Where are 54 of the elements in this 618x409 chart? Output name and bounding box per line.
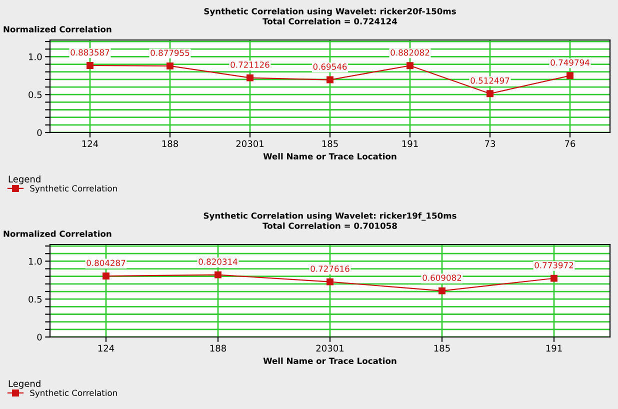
point [166, 62, 174, 70]
point [86, 62, 94, 69]
chart-title: Synthetic Correlation using Wavelet: ricker20f-150ms [204, 8, 456, 16]
y-tick-label: 1.0 [28, 53, 42, 60]
y-tick-label: 1.0 [28, 258, 42, 265]
point [246, 74, 254, 82]
legend-label: Synthetic Correlation [30, 185, 117, 194]
data-label: 0.512497 [470, 77, 510, 84]
x-tick-label: 76 [564, 140, 576, 148]
y-axis-title: Normalized Correlation [4, 230, 112, 237]
point [486, 90, 494, 98]
x-tick-label: 20301 [316, 344, 344, 352]
x-axis-title: Well Name or Trace Location [263, 358, 396, 364]
legend-label: Synthetic Correlation [30, 390, 117, 398]
data-label: 0.749794 [550, 59, 590, 66]
y-axis-title: Normalized Correlation [4, 26, 112, 32]
data-label: 0.727616 [310, 266, 350, 272]
legend-title: Legend [8, 176, 40, 184]
point [566, 72, 574, 80]
point [406, 62, 414, 70]
x-tick-label: 185 [434, 344, 450, 352]
data-label: 0.820314 [198, 258, 238, 265]
x-tick-label: 185 [322, 140, 338, 148]
x-tick-label: 20301 [236, 140, 264, 148]
chart-title: Synthetic Correlation using Wavelet: ricker19f_150ms [204, 212, 456, 221]
data-label: 0.69546 [313, 64, 347, 70]
point [438, 287, 446, 294]
chart-subtitle: Total Correlation = 0.701058 [262, 222, 397, 229]
y-tick-label: 0.5 [28, 91, 42, 98]
y-tick-label: 0.5 [28, 296, 42, 303]
data-label: 0.877955 [150, 50, 190, 56]
point [102, 272, 110, 280]
x-axis-title: Well Name or Trace Location [263, 153, 396, 160]
data-label: 0.883587 [70, 49, 110, 56]
y-tick-label: 0 [37, 129, 42, 136]
data-label: 0.882082 [390, 49, 430, 56]
data-label: 0.804287 [86, 260, 126, 266]
data-label: 0.609082 [422, 274, 462, 281]
x-tick-label: 188 [210, 344, 226, 352]
x-tick-label: 191 [546, 344, 562, 352]
point [326, 278, 334, 286]
point [550, 274, 558, 282]
y-tick-label: 0 [37, 334, 42, 341]
x-tick-label: 191 [402, 140, 418, 148]
data-label: 0.721126 [230, 62, 270, 68]
legend-title: Legend [8, 380, 40, 389]
x-tick-label: 124 [82, 140, 98, 147]
chart-subtitle: Total Correlation = 0.724124 [262, 18, 398, 24]
x-tick-label: 124 [98, 344, 114, 352]
data-label: 0.773972 [534, 262, 574, 268]
x-tick-label: 188 [162, 140, 178, 148]
point [214, 271, 222, 278]
x-tick-label: 73 [484, 140, 496, 148]
point [326, 76, 334, 84]
